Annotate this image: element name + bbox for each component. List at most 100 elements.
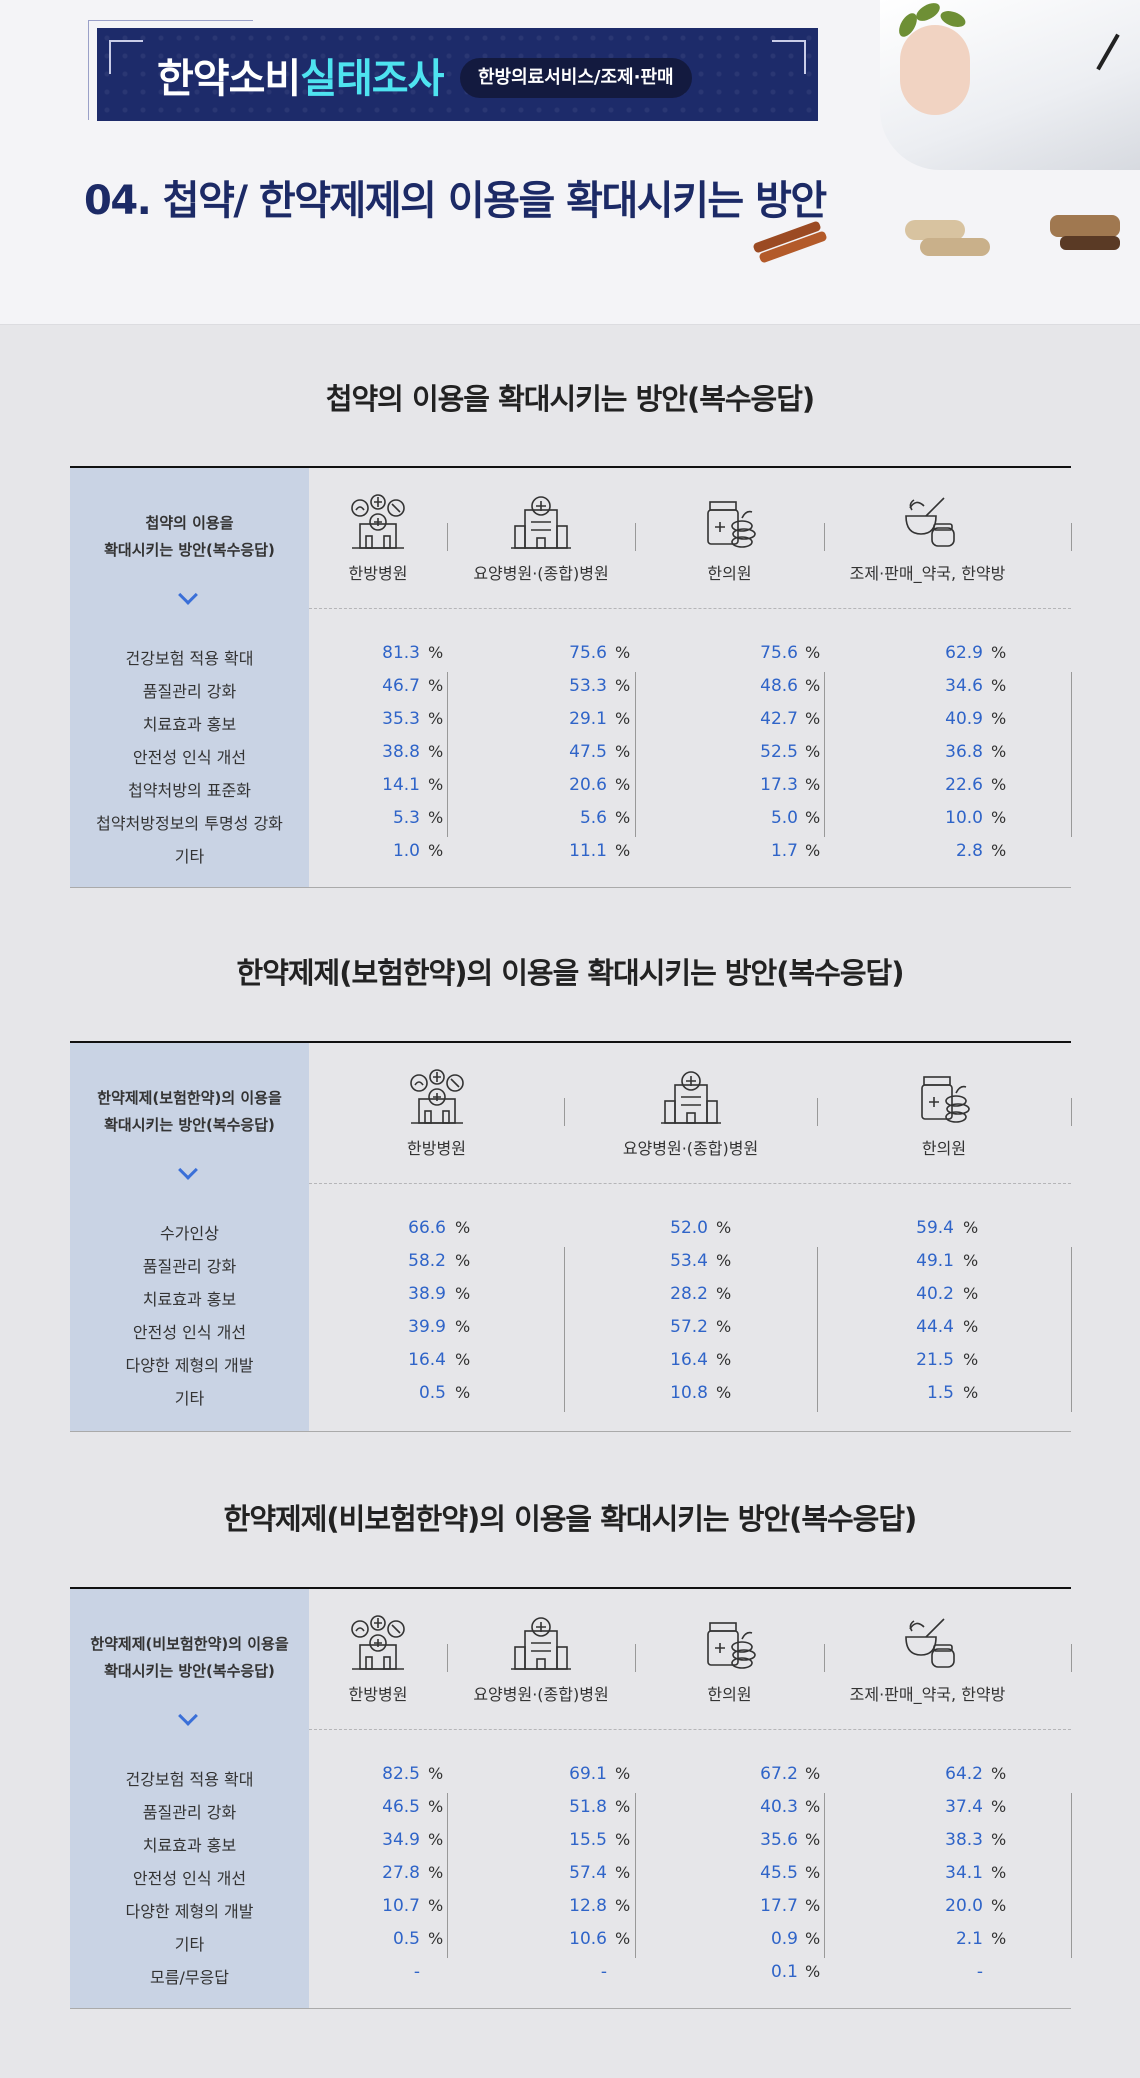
row-label: 품질관리 강화 [142, 1803, 237, 1822]
percent-unit: % [991, 1863, 1007, 1882]
cell-value: 38.3 [945, 1830, 983, 1850]
chevron-down-icon [178, 1160, 198, 1180]
column-header-label: 요양병원·(종합)병원 [473, 1685, 609, 1704]
column-3: 한의원 59.4% 49.1% 40.2% 44.4% 21.5% 1.5% [817, 1043, 1071, 1434]
row-header-title-line2: 확대시키는 방안(복수응답) [104, 541, 275, 559]
korean-medicine-hospital-icon [346, 494, 410, 554]
percent-unit: % [805, 643, 821, 662]
cell-value: 66.6 [408, 1218, 446, 1238]
column-separator [635, 1793, 636, 1958]
header-separator [564, 1098, 565, 1126]
korean-medicine-hospital-icon [405, 1069, 469, 1129]
hospital-building-icon [509, 494, 573, 554]
column-header-label: 한방병원 [348, 1685, 408, 1704]
percent-unit: % [805, 775, 821, 794]
percent-unit: % [805, 742, 821, 761]
percent-unit: % [716, 1284, 732, 1303]
table-1-title: 첩약의 이용을 확대시키는 방안(복수응답) [325, 382, 815, 416]
header-separator [447, 523, 448, 551]
row-header-title-line2: 확대시키는 방안(복수응답) [104, 1116, 275, 1134]
hospital-building-icon [659, 1069, 723, 1129]
row-label: 모름/무응답 [150, 1968, 229, 1987]
percent-unit: % [805, 841, 821, 860]
cell-value: 16.4 [408, 1350, 446, 1370]
cell-value: 81.3 [382, 643, 420, 663]
cell-value: 1.5 [926, 1383, 954, 1403]
header-separator [447, 1644, 448, 1672]
column-2: 요양병원·(종합)병원 69.1% 51.8% 15.5% 57.4% 12.8% 10.6… [447, 1589, 635, 2011]
column-2: 요양병원·(종합)병원 75.6% 53.3% 29.1% 47.5% 20.6% 5.6%… [447, 468, 635, 890]
column-3: 한의원 67.2% 40.3% 35.6% 45.5% 17.7% 0.9% 0.1% [635, 1589, 824, 2011]
percent-unit: % [615, 841, 631, 860]
percent-unit: % [805, 1797, 821, 1816]
row-label: 품질관리 강화 [142, 682, 237, 701]
column-header-label: 요양병원·(종합)병원 [473, 564, 609, 583]
percent-unit: % [805, 1863, 821, 1882]
page-title: 04. 첩약/ 한약제제의 이용을 확대시키는 방안 [84, 178, 827, 224]
column-2: 요양병원·(종합)병원 52.0% 53.4% 28.2% 57.2% 16.4% 10.8… [564, 1043, 817, 1434]
cell-value: 46.7 [382, 676, 420, 696]
cell-value: 16.4 [670, 1350, 708, 1370]
chevron-down-icon [178, 1706, 198, 1726]
cell-value: 38.8 [382, 742, 420, 762]
cell-value: 10.0 [945, 808, 983, 828]
banner-title-part1: 한약소비 [157, 56, 301, 102]
row-label: 기타 [174, 1935, 205, 1954]
column-header-label: 한방병원 [348, 564, 408, 583]
row-header-column: 한약제제(보험한약)의 이용을 확대시키는 방안(복수응답) 수가인상 품질관리 강화… [70, 1043, 309, 1431]
percent-unit: % [615, 742, 631, 761]
cell-value: 0.1 [770, 1962, 798, 1982]
cell-value: 40.3 [760, 1797, 798, 1817]
cell-value: 37.4 [945, 1797, 983, 1817]
column-separator [824, 1793, 825, 1958]
banner-category-pill: 한방의료서비스/조제·판매 [460, 58, 692, 98]
percent-unit: % [615, 1863, 631, 1882]
row-header-title-line1: 한약제제(비보험한약)의 이용을 [90, 1635, 289, 1653]
column-separator [564, 1247, 565, 1412]
column-header-label: 한방병원 [407, 1139, 466, 1158]
banner-ornament-left [109, 40, 143, 74]
percent-unit: % [615, 1896, 631, 1915]
column-separator [824, 672, 825, 837]
herbal-clinic-icon [698, 1615, 762, 1675]
header-divider [309, 1729, 1071, 1730]
cell-value: 42.7 [760, 709, 798, 729]
row-label: 품질관리 강화 [142, 1257, 237, 1276]
cell-value: 17.7 [760, 1896, 798, 1916]
cell-value: 15.5 [569, 1830, 607, 1850]
herbal-clinic-icon [698, 494, 762, 554]
cell-value: 28.2 [670, 1284, 708, 1304]
percent-unit: % [991, 808, 1007, 827]
column-separator [447, 1793, 448, 1958]
header-separator [824, 1644, 825, 1672]
cell-value: 38.9 [408, 1284, 446, 1304]
survey-banner: 한약소비실태조사 한방의료서비스/조제·판매 [97, 28, 818, 121]
percent-unit: % [805, 1830, 821, 1849]
cell-value: 11.1 [569, 841, 607, 861]
row-label: 첩약처방의 표준화 [128, 781, 251, 800]
percent-unit: % [805, 709, 821, 728]
percent-unit: % [991, 1929, 1007, 1948]
cell-value: 64.2 [945, 1764, 983, 1784]
percent-unit: % [428, 841, 444, 860]
percent-unit: % [428, 1764, 444, 1783]
korean-medicine-hospital-icon [346, 1615, 410, 1675]
cell-value: 0.5 [418, 1383, 446, 1403]
cell-value: 59.4 [916, 1218, 954, 1238]
percent-unit: % [991, 841, 1007, 860]
percent-unit: % [716, 1218, 732, 1237]
percent-unit: % [428, 676, 444, 695]
cell-value: 17.3 [760, 775, 798, 795]
percent-unit: % [963, 1218, 979, 1237]
row-header-title-line1: 한약제제(보험한약)의 이용을 [97, 1089, 282, 1107]
column-separator [447, 672, 448, 837]
cell-value: - [413, 1962, 420, 1982]
cell-value: 20.0 [945, 1896, 983, 1916]
row-label: 다양한 제형의 개발 [125, 1356, 254, 1375]
cell-value: 82.5 [382, 1764, 420, 1784]
cell-value: 57.2 [670, 1317, 708, 1337]
percent-unit: % [716, 1383, 732, 1402]
cell-value: 5.6 [579, 808, 607, 828]
column-1: 한방병원 81.3% 46.7% 35.3% 38.8% 14.1% 5.3% 1.0% [309, 468, 447, 890]
row-label: 안전성 인식 개선 [132, 748, 247, 767]
